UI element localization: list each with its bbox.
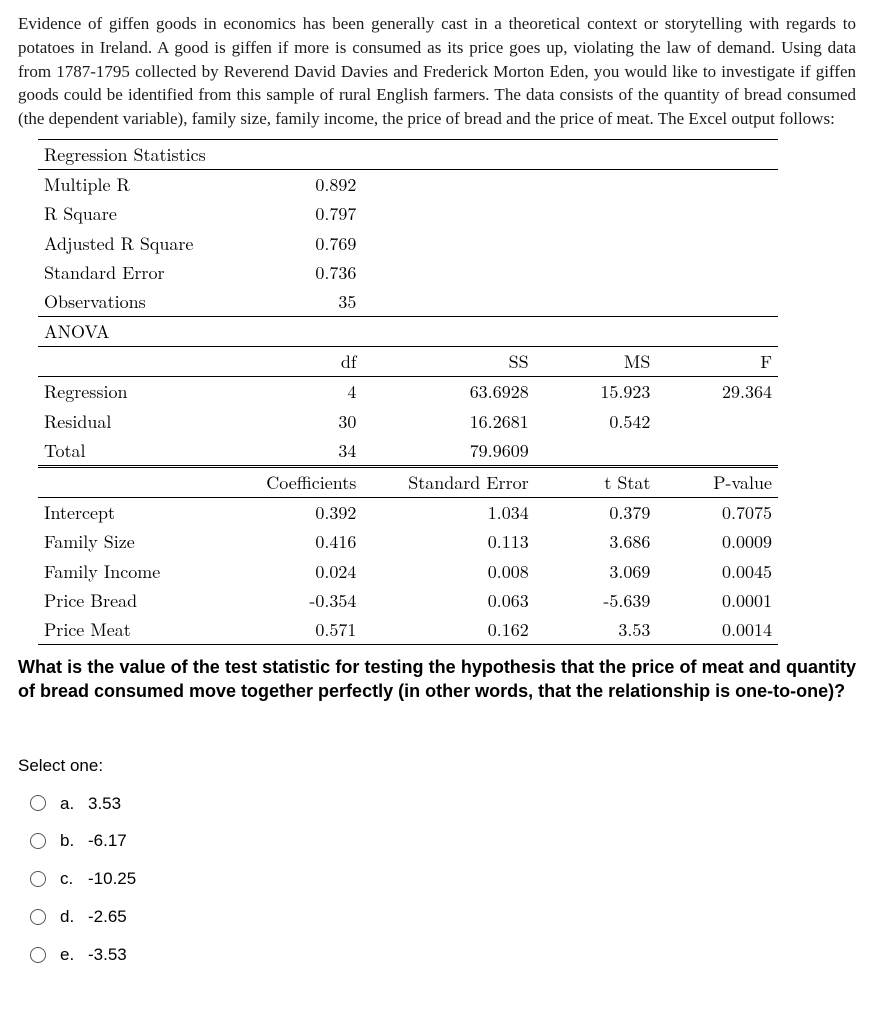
- option-letter: c.: [60, 867, 88, 891]
- table-row: Family Income 0.024 0.008 3.069 0.0045: [38, 557, 778, 586]
- radio-icon[interactable]: [30, 947, 46, 963]
- cell: Family Size: [38, 527, 251, 556]
- cell: [656, 436, 778, 467]
- option-letter: d.: [60, 905, 88, 929]
- option-letter: a.: [60, 792, 88, 816]
- cell: Regression: [38, 377, 251, 407]
- option-c[interactable]: c. -10.25: [30, 867, 856, 891]
- option-e[interactable]: e. -3.53: [30, 943, 856, 967]
- options-group: a. 3.53 b. -6.17 c. -10.25 d. -2.65 e. -…: [18, 792, 856, 967]
- regstat-label: R Square: [38, 199, 251, 228]
- coef-h1: Coefficients: [251, 467, 363, 498]
- regstat-value: 0.797: [251, 199, 363, 228]
- cell: 4: [251, 377, 363, 407]
- cell: 0.113: [362, 527, 534, 556]
- cell: Family Income: [38, 557, 251, 586]
- table-row: Regression 4 63.6928 15.923 29.364: [38, 377, 778, 407]
- coef-h4: P-value: [656, 467, 778, 498]
- cell: 0.379: [535, 498, 657, 528]
- anova-title: ANOVA: [38, 317, 778, 347]
- cell: 0.162: [362, 615, 534, 645]
- cell: Residual: [38, 407, 251, 436]
- table-row: Price Bread -0.354 0.063 -5.639 0.0001: [38, 586, 778, 615]
- radio-icon[interactable]: [30, 871, 46, 887]
- regstat-value: 0.892: [251, 170, 363, 200]
- cell: 0.0014: [656, 615, 778, 645]
- radio-icon[interactable]: [30, 833, 46, 849]
- cell: 0.392: [251, 498, 363, 528]
- cell: 0.063: [362, 586, 534, 615]
- anova-h4: F: [656, 347, 778, 377]
- table-row: Price Meat 0.571 0.162 3.53 0.0014: [38, 615, 778, 645]
- cell: 34: [251, 436, 363, 467]
- radio-icon[interactable]: [30, 909, 46, 925]
- cell: -0.354: [251, 586, 363, 615]
- regstat-label: Observations: [38, 287, 251, 317]
- anova-h1: df: [251, 347, 363, 377]
- option-text: -3.53: [88, 943, 127, 967]
- coef-h2: Standard Error: [362, 467, 534, 498]
- cell: 1.034: [362, 498, 534, 528]
- regstat-value: 0.769: [251, 229, 363, 258]
- cell: Intercept: [38, 498, 251, 528]
- coef-h0: [38, 467, 251, 498]
- option-text: -6.17: [88, 829, 127, 853]
- table-row: Total 34 79.9609: [38, 436, 778, 467]
- regstat-value: 0.736: [251, 258, 363, 287]
- option-d[interactable]: d. -2.65: [30, 905, 856, 929]
- cell: 0.416: [251, 527, 363, 556]
- anova-h0: [38, 347, 251, 377]
- question-text: What is the value of the test statistic …: [18, 655, 856, 704]
- cell: 0.0001: [656, 586, 778, 615]
- option-text: -2.65: [88, 905, 127, 929]
- regstats-title: Regression Statistics: [38, 139, 362, 169]
- option-b[interactable]: b. -6.17: [30, 829, 856, 853]
- cell: [535, 436, 657, 467]
- cell: 3.069: [535, 557, 657, 586]
- cell: 79.9609: [362, 436, 534, 467]
- excel-output: Regression Statistics Multiple R0.892 R …: [38, 139, 856, 645]
- cell: [656, 407, 778, 436]
- anova-h3: MS: [535, 347, 657, 377]
- cell: Total: [38, 436, 251, 467]
- cell: 63.6928: [362, 377, 534, 407]
- cell: 0.024: [251, 557, 363, 586]
- cell: 0.0045: [656, 557, 778, 586]
- regression-stats-table: Regression Statistics Multiple R0.892 R …: [38, 139, 778, 645]
- cell: 0.7075: [656, 498, 778, 528]
- cell: 30: [251, 407, 363, 436]
- cell: Price Bread: [38, 586, 251, 615]
- cell: Price Meat: [38, 615, 251, 645]
- select-one-label: Select one:: [18, 754, 856, 778]
- regstat-value: 35: [251, 287, 363, 317]
- option-text: -10.25: [88, 867, 136, 891]
- cell: 0.571: [251, 615, 363, 645]
- regstat-label: Standard Error: [38, 258, 251, 287]
- table-row: Intercept 0.392 1.034 0.379 0.7075: [38, 498, 778, 528]
- cell: -5.639: [535, 586, 657, 615]
- coef-h3: t Stat: [535, 467, 657, 498]
- regstat-label: Adjusted R Square: [38, 229, 251, 258]
- anova-h2: SS: [362, 347, 534, 377]
- option-letter: b.: [60, 829, 88, 853]
- cell: 0.008: [362, 557, 534, 586]
- table-row: Family Size 0.416 0.113 3.686 0.0009: [38, 527, 778, 556]
- radio-icon[interactable]: [30, 795, 46, 811]
- cell: 16.2681: [362, 407, 534, 436]
- cell: 0.0009: [656, 527, 778, 556]
- option-text: 3.53: [88, 792, 121, 816]
- option-letter: e.: [60, 943, 88, 967]
- cell: 29.364: [656, 377, 778, 407]
- cell: 3.53: [535, 615, 657, 645]
- regstat-label: Multiple R: [38, 170, 251, 200]
- table-row: Residual 30 16.2681 0.542: [38, 407, 778, 436]
- cell: 0.542: [535, 407, 657, 436]
- option-a[interactable]: a. 3.53: [30, 792, 856, 816]
- cell: 15.923: [535, 377, 657, 407]
- cell: 3.686: [535, 527, 657, 556]
- intro-paragraph: Evidence of giffen goods in economics ha…: [18, 12, 856, 131]
